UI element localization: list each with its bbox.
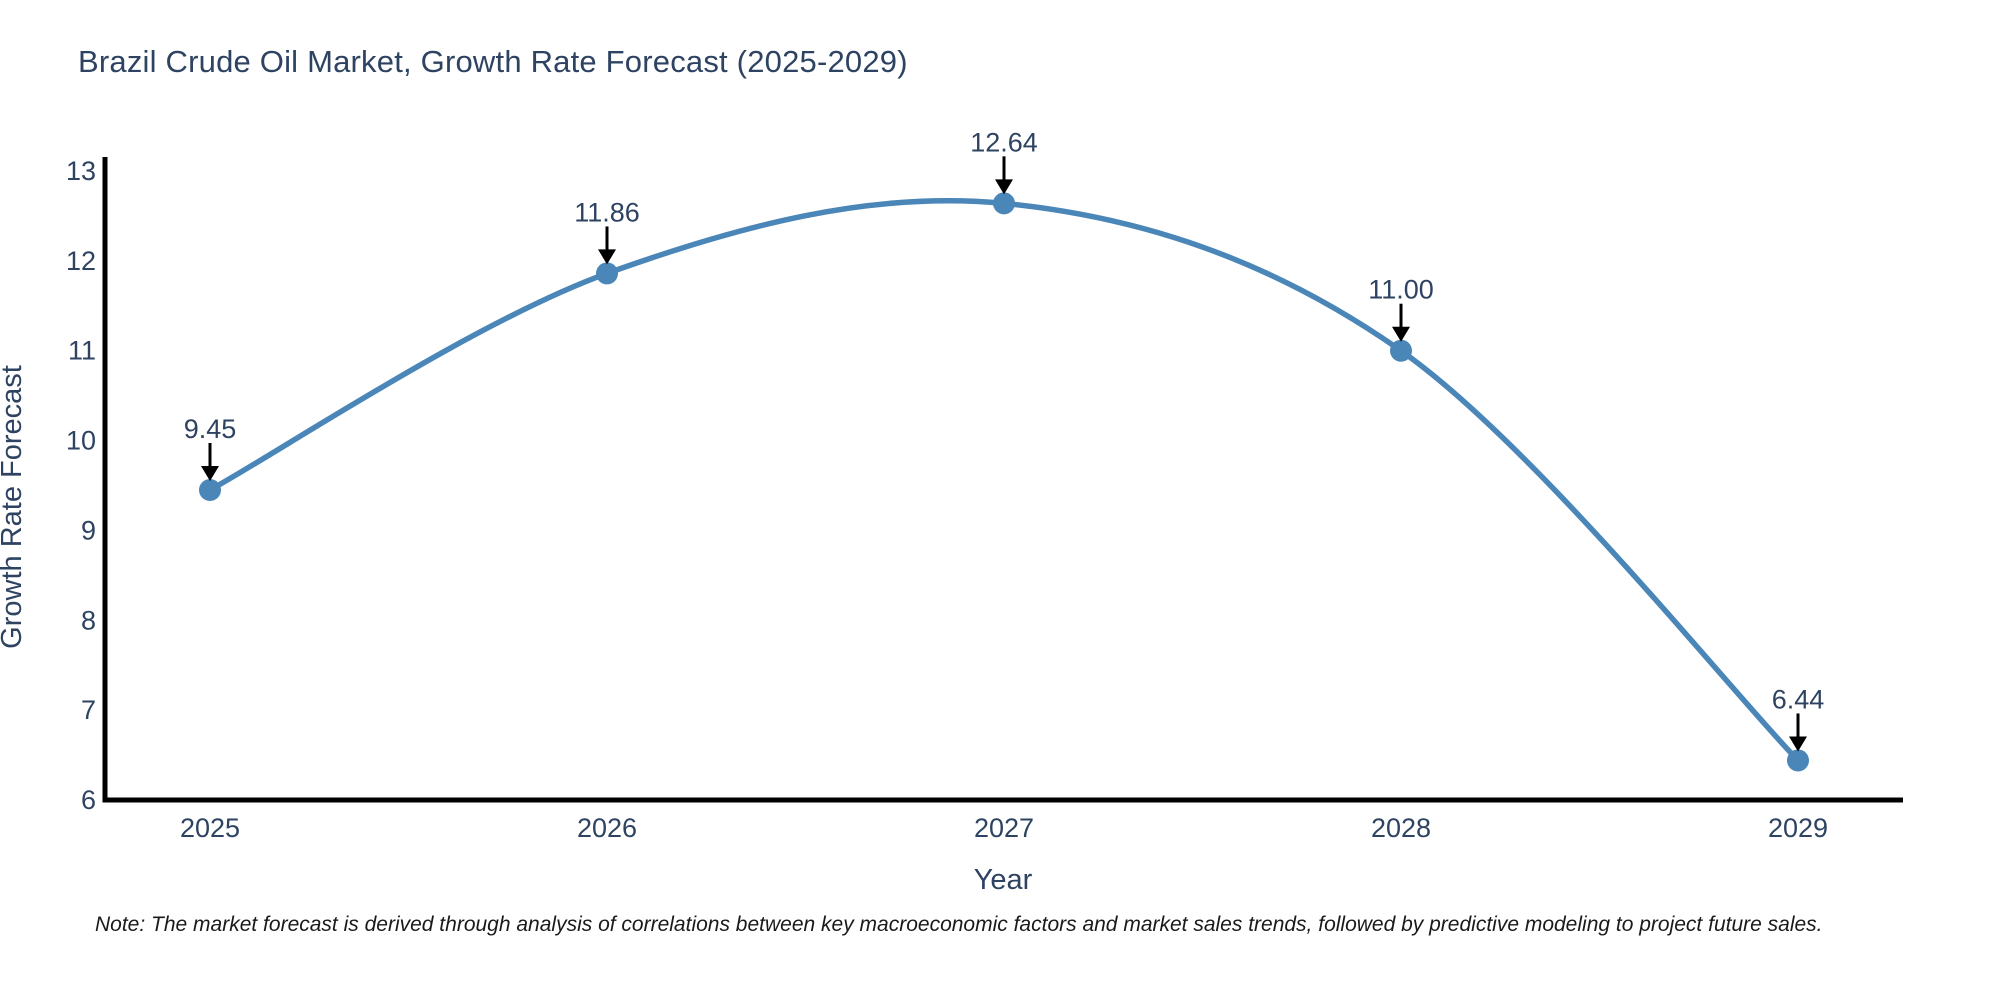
x-tick-label: 2025 bbox=[180, 813, 240, 843]
x-axis-title: Year bbox=[974, 864, 1033, 896]
forecast-line bbox=[207, 197, 1801, 764]
chart-footnote: Note: The market forecast is derived thr… bbox=[95, 913, 1823, 936]
x-tick-label: 2028 bbox=[1371, 813, 1431, 843]
y-tick-label: 7 bbox=[81, 695, 96, 725]
y-tick-label: 13 bbox=[66, 156, 96, 186]
annotation-arrow-head bbox=[995, 179, 1013, 195]
data-point bbox=[1787, 749, 1809, 772]
y-tick-label: 9 bbox=[81, 515, 96, 545]
annotation-arrow-head bbox=[598, 249, 616, 265]
y-axis-title: Growth Rate Forecast bbox=[0, 365, 28, 649]
x-tick-label: 2027 bbox=[974, 813, 1034, 843]
y-tick-label: 6 bbox=[81, 785, 96, 815]
annotation-arrow-head bbox=[1789, 736, 1807, 752]
data-point bbox=[1390, 339, 1412, 362]
y-tick-label: 10 bbox=[66, 426, 96, 456]
y-tick-label: 12 bbox=[66, 246, 96, 276]
data-point bbox=[596, 262, 618, 285]
annotation-arrow-head bbox=[201, 465, 219, 481]
x-tick-label: 2026 bbox=[577, 813, 637, 843]
point-value-label: 11.00 bbox=[1368, 275, 1434, 305]
data-point bbox=[199, 478, 221, 501]
y-tick-label: 8 bbox=[81, 605, 96, 635]
point-value-label: 11.86 bbox=[574, 197, 640, 227]
y-tick-label: 11 bbox=[68, 336, 96, 366]
x-tick-label: 2029 bbox=[1768, 813, 1828, 843]
chart-title: Brazil Crude Oil Market, Growth Rate For… bbox=[78, 44, 908, 79]
point-value-label: 6.44 bbox=[1772, 684, 1825, 714]
annotation-arrow-head bbox=[1392, 326, 1410, 342]
data-point bbox=[993, 192, 1015, 215]
point-value-label: 9.45 bbox=[184, 414, 237, 444]
point-value-label: 12.64 bbox=[970, 127, 1038, 157]
